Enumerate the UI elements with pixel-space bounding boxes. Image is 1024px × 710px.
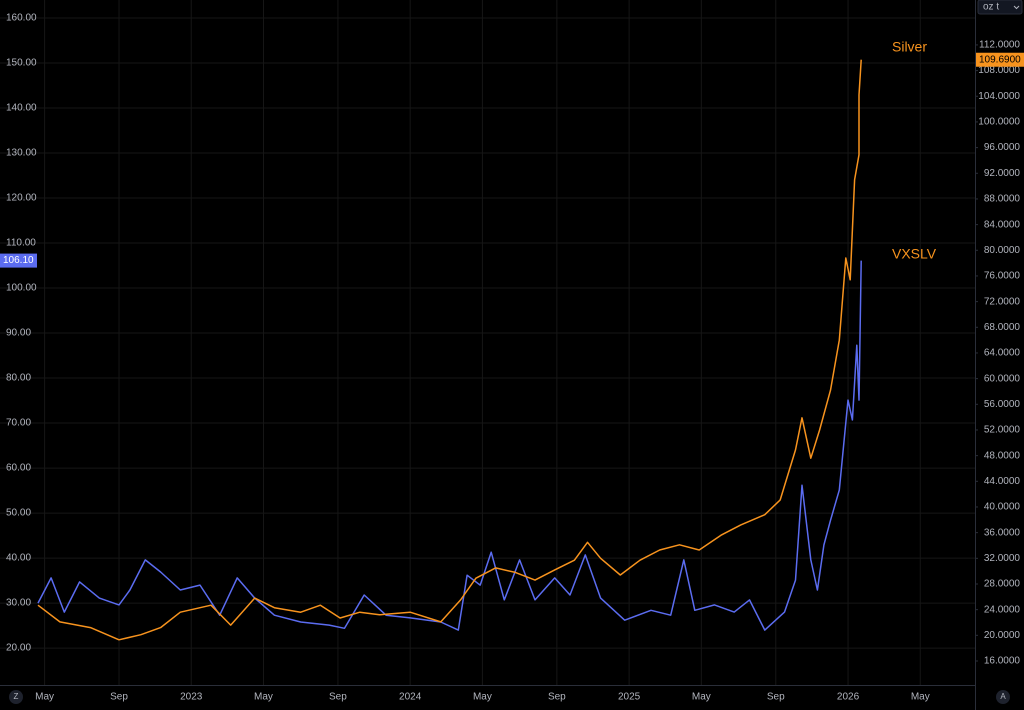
y2-tick-label: 108.0000: [978, 65, 1020, 76]
y2-tick-label: 88.0000: [984, 194, 1021, 205]
y2-tick-label: 28.0000: [984, 579, 1021, 590]
y2-tick-label: 32.0000: [984, 553, 1021, 564]
y-tick-label: 50.00: [6, 508, 31, 519]
right-scale-button[interactable]: [996, 690, 1010, 704]
y2-tick-label: 36.0000: [984, 527, 1021, 538]
last-value-label: 109.6900: [979, 54, 1021, 65]
y-tick-label: 140.00: [6, 103, 37, 114]
x-tick-label: Sep: [767, 692, 785, 703]
unit-selector-box[interactable]: [977, 0, 1023, 15]
unit-selector-text[interactable]: oz t: [983, 2, 999, 13]
y-tick-label: 40.00: [6, 553, 31, 564]
y-tick-label: 70.00: [6, 418, 31, 429]
y-tick-label: 60.00: [6, 463, 31, 474]
y2-tick-label: 60.0000: [984, 373, 1021, 384]
x-tick-label: 2025: [618, 692, 641, 703]
series-name-label: Silver: [892, 39, 927, 55]
y-tick-label: 130.00: [6, 148, 37, 159]
y2-tick-label: 56.0000: [984, 399, 1021, 410]
y-tick-label: 20.00: [6, 643, 31, 654]
x-tick-label: May: [35, 692, 54, 703]
dropdown-arrow: [1013, 5, 1020, 10]
y2-tick-label: 64.0000: [984, 348, 1021, 359]
x-tick-label: 2026: [837, 692, 860, 703]
y2-tick-label: 84.0000: [984, 219, 1021, 230]
series-line: [37, 260, 862, 631]
y-tick-label: 150.00: [6, 58, 37, 69]
x-tick-label: 2023: [180, 692, 203, 703]
y2-tick-label: 92.0000: [984, 168, 1021, 179]
y-tick-label: 90.00: [6, 328, 31, 339]
y-tick-label: 110.00: [6, 238, 36, 249]
y2-tick-label: 48.0000: [984, 450, 1021, 461]
x-tick-label: May: [911, 692, 930, 703]
y2-tick-label: 100.0000: [978, 117, 1020, 128]
x-tick-label: May: [473, 692, 492, 703]
last-value-label: 106.10: [3, 255, 34, 266]
y-tick-label: 160.00: [6, 13, 37, 24]
last-value-box: [976, 52, 1024, 67]
y-tick-label: 100.00: [6, 283, 37, 294]
y-tick-label: 30.00: [6, 598, 31, 609]
y2-tick-label: 72.0000: [984, 296, 1021, 307]
y2-tick-label: 76.0000: [984, 271, 1021, 282]
y-tick-label: 80.00: [6, 373, 31, 384]
y2-tick-label: 68.0000: [984, 322, 1021, 333]
last-value-box: [0, 253, 37, 268]
y2-tick-label: 24.0000: [984, 604, 1021, 615]
y2-tick-label: 20.0000: [984, 630, 1021, 641]
x-tick-label: Sep: [329, 692, 347, 703]
series-name-label: VXSLV: [892, 246, 937, 262]
y2-tick-label: 80.0000: [984, 245, 1021, 256]
y2-tick-label: 112.0000: [979, 40, 1020, 51]
y2-tick-label: 104.0000: [978, 91, 1020, 102]
y2-tick-label: 44.0000: [984, 476, 1021, 487]
y2-tick-label: 16.0000: [984, 656, 1021, 667]
x-tick-label: 2024: [399, 692, 422, 703]
left-scale-button[interactable]: [9, 690, 23, 704]
y2-tick-label: 96.0000: [984, 142, 1021, 153]
x-tick-label: May: [254, 692, 273, 703]
x-tick-label: May: [692, 692, 711, 703]
y-tick-label: 120.00: [6, 193, 37, 204]
series-line: [37, 59, 862, 641]
right-scale-button-text[interactable]: A: [1000, 692, 1006, 701]
left-scale-button-text[interactable]: Z: [14, 692, 19, 701]
y2-tick-label: 40.0000: [984, 502, 1021, 513]
unit-selector[interactable]: oz t: [977, 0, 1023, 15]
x-tick-label: Sep: [110, 692, 128, 703]
x-tick-label: Sep: [548, 692, 566, 703]
y2-tick-label: 52.0000: [984, 425, 1021, 436]
